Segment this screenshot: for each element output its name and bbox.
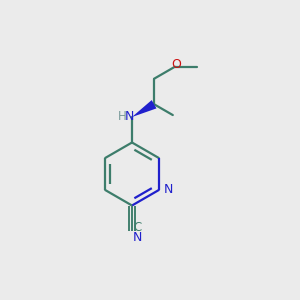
Text: N: N xyxy=(124,110,134,124)
Text: C: C xyxy=(133,221,142,234)
Text: H: H xyxy=(118,110,127,123)
Text: N: N xyxy=(164,183,173,196)
Polygon shape xyxy=(132,100,157,117)
Text: N: N xyxy=(133,231,142,244)
Text: O: O xyxy=(171,58,181,71)
